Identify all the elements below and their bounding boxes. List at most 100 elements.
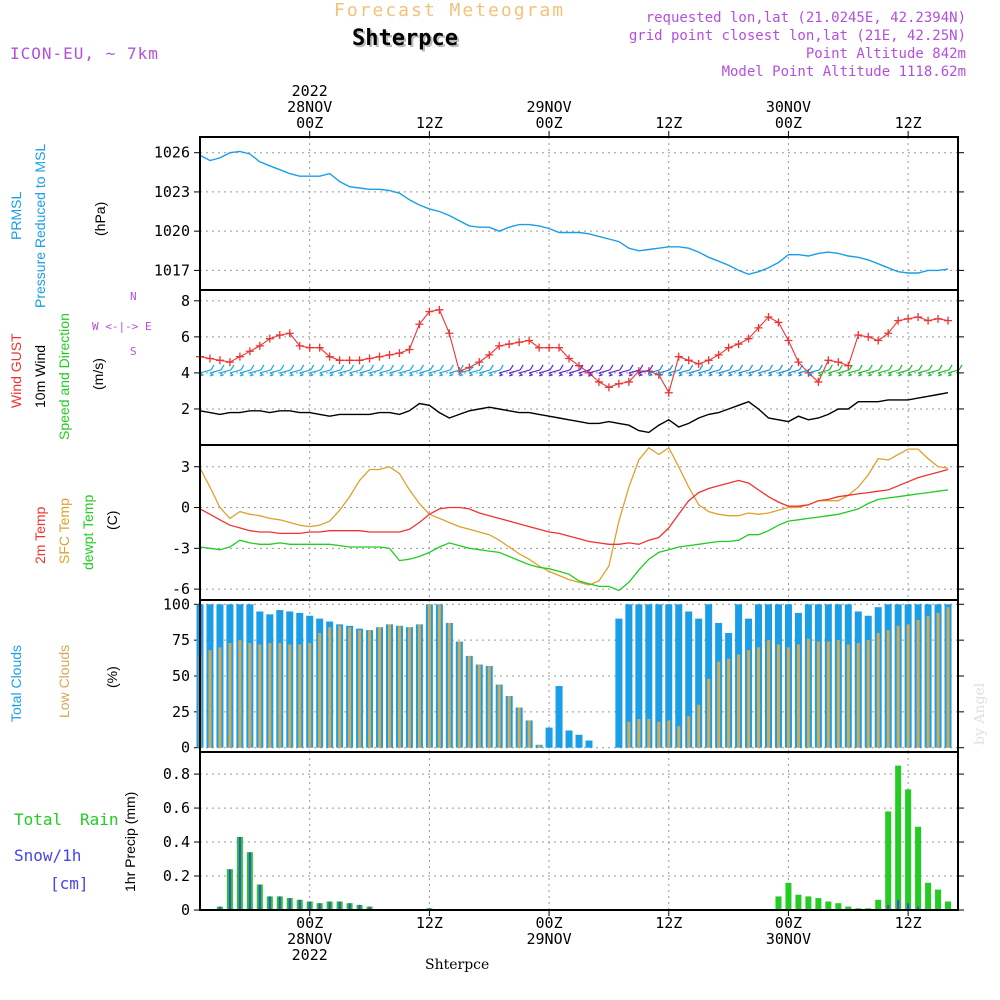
time-axis-label: 12Z — [894, 114, 922, 132]
wind-barb — [937, 364, 953, 377]
gust-point — [355, 356, 364, 365]
gust-point — [485, 350, 494, 359]
wind-barb — [399, 364, 414, 377]
snow-bar — [238, 836, 241, 910]
gust-point — [594, 377, 603, 386]
snow-bar — [917, 906, 920, 910]
wind-barb — [877, 364, 893, 377]
gust-point — [834, 358, 843, 367]
wind-barb — [638, 364, 654, 377]
wind-barb — [468, 364, 484, 377]
gust-point — [664, 388, 673, 397]
low-cloud-bar — [637, 719, 641, 748]
gust-point — [824, 356, 833, 365]
gust-point — [305, 343, 314, 352]
low-cloud-bar — [737, 654, 741, 748]
total-cloud-bar — [615, 618, 623, 748]
y-tick-label: 3 — [181, 458, 190, 476]
wind-barb — [309, 364, 325, 377]
rain-bar — [925, 882, 932, 910]
gust-point — [205, 354, 214, 363]
total-cloud-bar — [675, 604, 683, 748]
low-cloud-bar — [687, 716, 691, 748]
wind-barb — [828, 364, 843, 377]
wind-barb — [837, 364, 853, 377]
wind-barb — [369, 364, 385, 377]
wind-barb — [718, 364, 734, 377]
gust-point — [215, 356, 224, 365]
gust-point — [515, 338, 524, 347]
total-cloud-bar — [705, 604, 713, 748]
low-cloud-bar — [248, 643, 252, 748]
wind-barb — [947, 364, 963, 377]
low-cloud-bar — [866, 640, 870, 748]
low-cloud-bar — [657, 721, 661, 748]
total-cloud-bar — [645, 604, 653, 748]
y-tick-label: 50 — [172, 667, 190, 685]
gust-point — [375, 352, 384, 361]
y-tick-label: 1017 — [154, 261, 190, 279]
gust-point — [704, 356, 713, 365]
rain-bar — [875, 899, 882, 910]
low-cloud-bar — [667, 720, 671, 748]
time-axis-label: 2022 — [291, 946, 328, 964]
gust-point — [624, 377, 633, 386]
low-clouds-label: Low Clouds — [56, 644, 72, 718]
y-tick-label: 0 — [181, 739, 190, 757]
time-axis-label: 00Z — [535, 914, 563, 932]
snow-bar — [308, 901, 311, 910]
snow-bar — [278, 896, 281, 910]
wind-barb — [289, 364, 305, 377]
time-axis-label: 28NOV — [287, 98, 333, 116]
time-axis-label: 28NOV — [287, 930, 333, 948]
wind-barb — [558, 364, 574, 377]
wind-barb — [209, 364, 225, 377]
total-cloud-bar — [585, 740, 593, 748]
y-tick-label: 1023 — [154, 183, 190, 201]
y-tick-label: 0.6 — [163, 799, 190, 817]
total-cloud-bar — [635, 604, 643, 748]
gust-point — [764, 313, 773, 322]
time-axis-label: 29NOV — [526, 98, 572, 116]
wind-barb — [748, 364, 764, 377]
rain-bar — [915, 826, 922, 910]
gust-point — [405, 345, 414, 354]
forecast-title: Forecast Meteogram — [334, 0, 566, 21]
wind-barb — [319, 364, 335, 377]
y-tick-label: 2 — [181, 400, 190, 418]
wind-barb — [728, 364, 744, 377]
wind-barb — [518, 364, 534, 377]
y-tick-label: 1026 — [154, 144, 190, 162]
wind-barb — [389, 364, 405, 377]
gust-point — [565, 354, 574, 363]
gust-point — [275, 331, 284, 340]
gust-point — [555, 343, 564, 352]
wind-barb — [439, 364, 454, 377]
snow-bar — [358, 904, 361, 910]
snow-bar — [348, 903, 351, 910]
y-tick-label: 25 — [172, 703, 190, 721]
snow-bar — [897, 899, 900, 910]
time-axis-label: 00Z — [296, 914, 324, 932]
wind-speed-line — [199, 392, 949, 434]
compass-south: S — [130, 345, 137, 358]
snow-bar — [318, 903, 321, 910]
wind-barb — [907, 364, 923, 377]
wind-barb — [409, 364, 424, 377]
wind-barb — [349, 364, 365, 377]
gust-point — [744, 334, 753, 343]
snow-bar — [907, 903, 910, 910]
temp-unit: (C) — [104, 510, 120, 530]
low-cloud-bar — [647, 719, 651, 748]
low-cloud-bar — [926, 615, 930, 748]
y-tick-label: 0 — [181, 901, 190, 919]
gust-point — [844, 361, 853, 370]
y-tick-label: -3 — [172, 539, 190, 557]
low-cloud-bar — [537, 744, 541, 748]
wind-barb — [857, 364, 873, 377]
y-tick-label: 1020 — [154, 222, 190, 240]
gust-point — [245, 347, 254, 356]
wind-barb — [419, 364, 434, 377]
gust-point — [724, 343, 733, 352]
pressure-label-prmsl: PRMSL — [8, 191, 24, 240]
